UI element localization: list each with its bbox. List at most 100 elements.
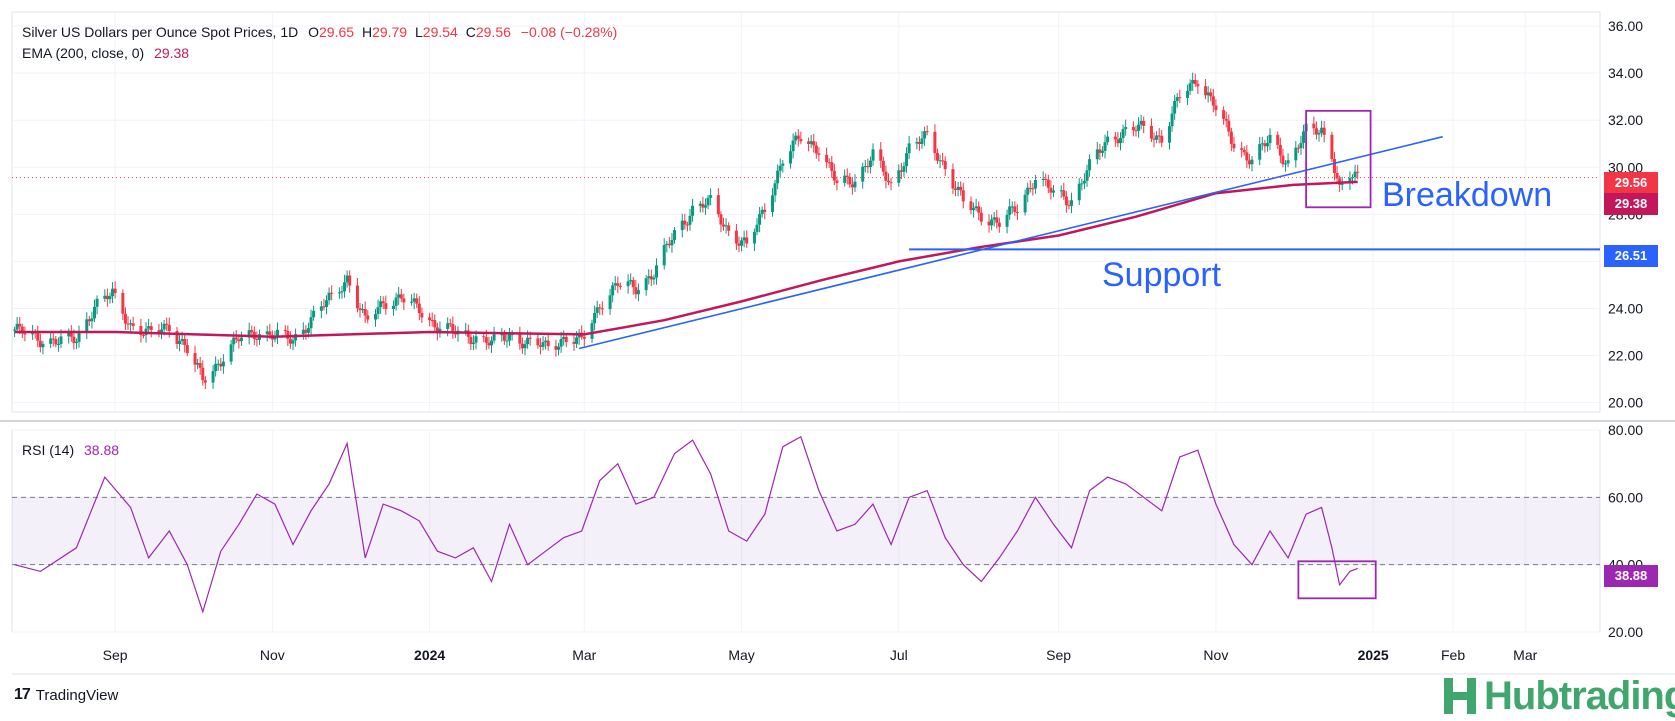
candle-body bbox=[1028, 187, 1032, 189]
candle-body bbox=[219, 363, 223, 367]
trendline bbox=[578, 135, 1443, 350]
candle-body bbox=[1082, 180, 1086, 184]
candle-body bbox=[1046, 179, 1050, 188]
candle-body bbox=[634, 287, 638, 295]
candle-body bbox=[428, 317, 432, 321]
candle-body bbox=[866, 166, 870, 168]
candle-body bbox=[618, 285, 622, 287]
candle-body bbox=[1240, 148, 1244, 150]
candle-body bbox=[306, 328, 310, 333]
candle-body bbox=[430, 320, 434, 322]
candle-body bbox=[920, 138, 924, 144]
legend-high-label: H bbox=[361, 24, 373, 40]
candle-body bbox=[1286, 160, 1290, 164]
candle-body bbox=[546, 340, 550, 347]
legend-title: Silver US Dollars per Ounce Spot Prices,… bbox=[22, 24, 299, 40]
ema-line bbox=[14, 180, 1358, 338]
candle-body bbox=[977, 206, 981, 213]
candle-body bbox=[1013, 206, 1017, 213]
candle-body bbox=[198, 362, 202, 368]
candle-body bbox=[1278, 144, 1282, 156]
candle-body bbox=[38, 340, 42, 348]
hubtrading-logo-icon bbox=[1440, 676, 1480, 716]
candle-body bbox=[410, 301, 414, 303]
candle-body bbox=[1281, 155, 1285, 165]
candle-body bbox=[283, 329, 287, 332]
candle-body bbox=[1332, 159, 1336, 173]
candle-body bbox=[1026, 187, 1030, 195]
candle-body bbox=[196, 362, 200, 365]
candle-body bbox=[412, 298, 416, 302]
candle-body bbox=[1149, 125, 1153, 139]
candle-body bbox=[897, 170, 901, 183]
candle-body bbox=[482, 336, 486, 338]
candle-body bbox=[304, 329, 308, 333]
legend-low: 29.54 bbox=[422, 24, 458, 40]
candle-body bbox=[23, 333, 27, 335]
candle-body bbox=[358, 308, 362, 311]
candle-body bbox=[536, 338, 540, 346]
candle-body bbox=[562, 336, 566, 339]
candle-body bbox=[1294, 147, 1298, 161]
candle-body bbox=[1095, 149, 1099, 160]
candle-body bbox=[343, 282, 347, 292]
candle-body bbox=[850, 184, 854, 188]
candle-body bbox=[879, 149, 883, 161]
candle-body bbox=[113, 288, 117, 293]
candle-body bbox=[830, 162, 834, 171]
candle-body bbox=[1188, 83, 1192, 91]
candle-body bbox=[74, 341, 78, 344]
rsi-line bbox=[14, 435, 1358, 614]
y-tick-label: 20.00 bbox=[1608, 395, 1643, 411]
candle-body bbox=[1258, 144, 1262, 160]
hubtrading-label: Hubtrading bbox=[1484, 674, 1675, 718]
candle-body bbox=[20, 326, 24, 334]
candle-body bbox=[706, 197, 710, 206]
legend-open: 29.65 bbox=[319, 24, 355, 40]
candle-body bbox=[608, 295, 612, 310]
candle-body bbox=[631, 280, 635, 288]
rsi-box bbox=[1297, 560, 1377, 600]
candle-body bbox=[229, 344, 233, 362]
candle-body bbox=[484, 337, 488, 343]
candle-body bbox=[523, 344, 527, 349]
candle-body bbox=[1263, 143, 1267, 147]
candle-body bbox=[1157, 135, 1161, 137]
candle-body bbox=[935, 153, 939, 161]
candle-body bbox=[1062, 190, 1066, 197]
candle-body bbox=[1276, 134, 1280, 145]
candle-body bbox=[502, 334, 506, 341]
candle-body bbox=[147, 326, 151, 329]
candle-body bbox=[1155, 135, 1159, 140]
candle-body bbox=[781, 163, 785, 166]
candle-body bbox=[325, 300, 329, 307]
candle-body bbox=[489, 340, 493, 346]
candle-body bbox=[85, 319, 89, 333]
tradingview-brand[interactable]: 17 TradingView bbox=[14, 686, 118, 704]
candle-body bbox=[167, 324, 171, 332]
y-tick-label: 24.00 bbox=[1608, 300, 1643, 316]
candle-body bbox=[1088, 159, 1092, 171]
candle-body bbox=[923, 131, 927, 139]
rsi-legend-label: RSI (14) bbox=[22, 442, 75, 458]
candle-body bbox=[1193, 79, 1197, 85]
candle-body bbox=[312, 310, 316, 318]
candle-body bbox=[817, 153, 821, 155]
candle-body bbox=[727, 225, 731, 231]
candle-body bbox=[1260, 143, 1264, 145]
candle-body bbox=[899, 170, 903, 172]
x-tick-label: Feb bbox=[1441, 647, 1465, 663]
breakdown-annotation: Breakdown bbox=[1382, 176, 1553, 214]
candle-body bbox=[13, 329, 17, 331]
candle-body bbox=[825, 154, 829, 163]
candle-body bbox=[755, 224, 759, 232]
legend-open-label: O bbox=[308, 24, 319, 40]
candle-body bbox=[997, 222, 1001, 227]
candle-body bbox=[1348, 178, 1352, 184]
candle-body bbox=[1031, 188, 1035, 190]
candle-body bbox=[1121, 129, 1125, 138]
candle-body bbox=[884, 171, 888, 181]
candle-body bbox=[221, 361, 225, 367]
candle-body bbox=[67, 331, 71, 337]
candle-body bbox=[149, 326, 153, 331]
